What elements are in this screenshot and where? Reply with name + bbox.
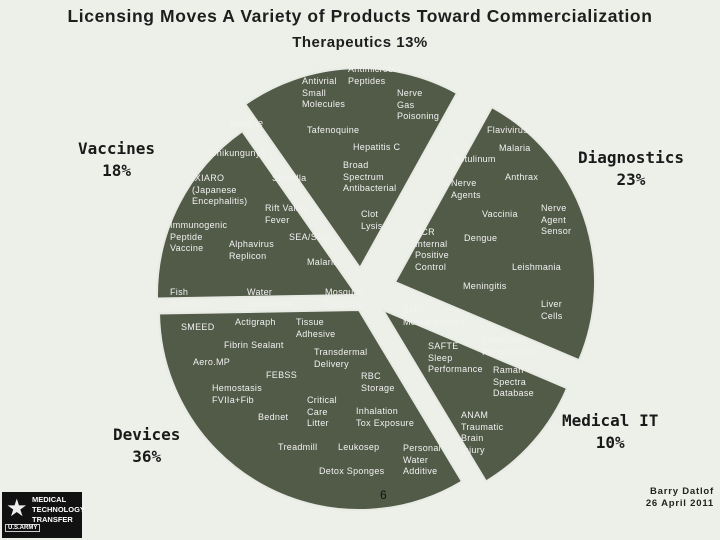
product-label: Immunogenic Peptide Vaccine [170,220,228,253]
product-label: Malaria [307,257,339,267]
product-label: BMIST Mobile Medical [403,305,468,327]
product-label: Inhalation Tox Exposure [356,406,415,428]
product-label: Hemostasis FVIIa+Fib [212,383,263,405]
vaccines-category-label: Vaccines 18% [78,139,156,180]
product-label: Vaccinia [482,209,518,219]
devices-category-label: Devices 36% [113,425,181,466]
diagnostics-category-label: Diagnostics 23% [578,148,684,189]
us-army-badge: U.S.ARMY [5,524,41,532]
product-label: Actigraph [235,317,276,327]
diagnostics-slice [393,105,596,362]
vaccines-slice [156,129,359,300]
product-label: Fish Hatching [170,287,208,309]
devices-slice [158,308,464,511]
product-label: Cognitive Performance [482,335,537,357]
product-label: Detox Sponges [319,466,385,476]
product-label: Nerve Gas Poisoning [397,88,440,121]
product-label: Antimicrobial Peptides [348,64,404,86]
medical-it-category-label: Medical IT 10% [562,411,659,452]
product-label: Rift Valley Fever [265,203,309,225]
product-label: Mosquito Breeding [325,287,364,309]
therapeutics-slice [243,67,459,270]
product-label: Nerve Agents [451,178,481,200]
product-label: SMEED [181,322,215,332]
product-label: PCR Internal Positive Control [415,227,449,272]
product-label: Shigella [272,173,307,183]
product-label: Leukosep [338,442,380,452]
product-label: Malaria [499,143,531,153]
product-label: Bednet [258,412,289,422]
product-label: Liver Cells [541,299,563,321]
product-label: Antivrial Small Molecules [302,76,346,109]
product-label: Tafenoquine [307,125,360,135]
product-label: Raman Spectra Database [493,365,534,398]
product-label: Fibrin Sealant [224,340,284,350]
product-label: Alphavirus Replicon [229,239,275,261]
medical-technology-transfer-logo: ★ U.S.ARMY MEDICAL TECHNOLOGY TRANSFER [2,492,85,538]
product-label: Aero.MP [193,357,231,367]
product-label: Leishmania [512,262,562,272]
product-label: Chikungunya [210,148,266,158]
product-label: SAFTE Sleep Performance [428,341,483,374]
product-label: IXIARO (Japanese Encephalitis) [192,173,248,206]
product-label: SEA/SEB [289,232,330,242]
medical-it-slice [380,307,569,483]
product-label: Flavivirus [487,125,529,135]
product-label: Water Biomonitor [247,287,294,309]
product-label: RBC Storage [361,371,395,393]
author-date: Barry Datlof 26 April 2011 [645,486,714,509]
product-label: Clot Lysis [361,209,383,231]
product-label: Critical Care Litter [307,395,337,428]
product-label: Meningitis [463,281,507,291]
product-label: Dengue [464,233,498,243]
product-label: Broad Spectrum Antibacterial [343,160,397,193]
product-label: Botulinum [453,154,496,164]
logo-text: MEDICAL TECHNOLOGY TRANSFER [32,495,85,524]
product-label: Dengue [230,118,264,128]
product-label: Treadmill [278,442,318,452]
product-label: Personal Water Additive [403,443,441,476]
product-label: Tissue Adhesive [296,317,336,339]
product-label: Hepatitis C [353,142,401,152]
army-star-icon: ★ [6,494,28,522]
product-label: ANAM Traumatic Brain Injury [461,410,504,455]
therapeutics-category-label: Therapeutics 13% [292,34,428,51]
product-label: Anthrax [505,172,539,182]
page-number: 6 [380,488,387,502]
slide-title: Licensing Moves A Variety of Products To… [67,6,653,26]
product-label: Nerve Agent Sensor [541,203,572,236]
product-label: FEBSS [266,370,298,380]
product-label: Transdermal Delivery [314,347,368,369]
